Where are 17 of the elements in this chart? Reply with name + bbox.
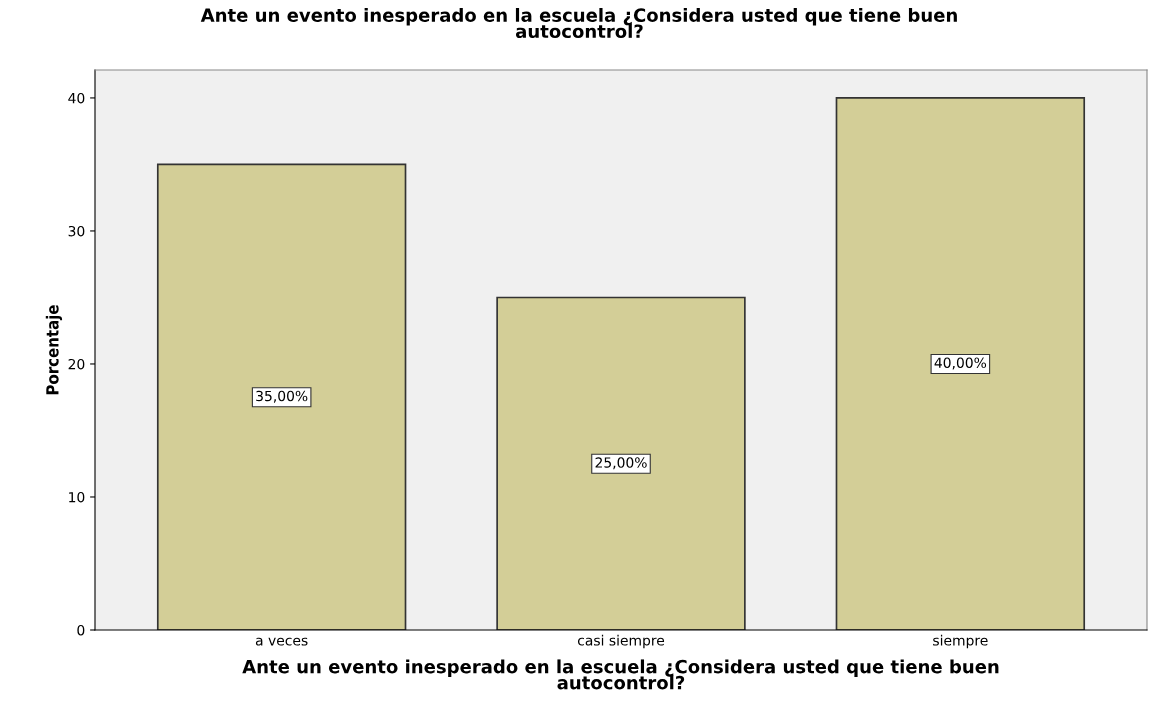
data-label: 40,00%	[934, 357, 987, 370]
data-label: 35,00%	[256, 390, 308, 403]
x-tick-label: casi siempre	[577, 634, 665, 649]
x-axis-title: Ante un evento inesperado en la escuela ¿Considera usted que tiene buen autocontrol?	[242, 659, 999, 690]
y-tick-label: 30	[68, 225, 85, 237]
y-tick-label: 0	[77, 624, 85, 636]
data-label: 25,00%	[595, 457, 647, 470]
y-tick-label: 20	[68, 358, 85, 370]
y-tick-label: 10	[69, 491, 85, 503]
y-axis-title: Porcentaje	[45, 305, 63, 395]
bar	[835, 97, 1086, 630]
x-tick-label: a veces	[255, 637, 308, 646]
x-tick-label: siempre	[933, 634, 988, 649]
bar	[156, 163, 407, 630]
chart-title: Ante un evento inesperado en la escuela ¿Considera usted que tiene buen autocontrol?	[200, 8, 957, 39]
bar	[496, 296, 746, 630]
y-tick-label: 40	[68, 92, 85, 104]
